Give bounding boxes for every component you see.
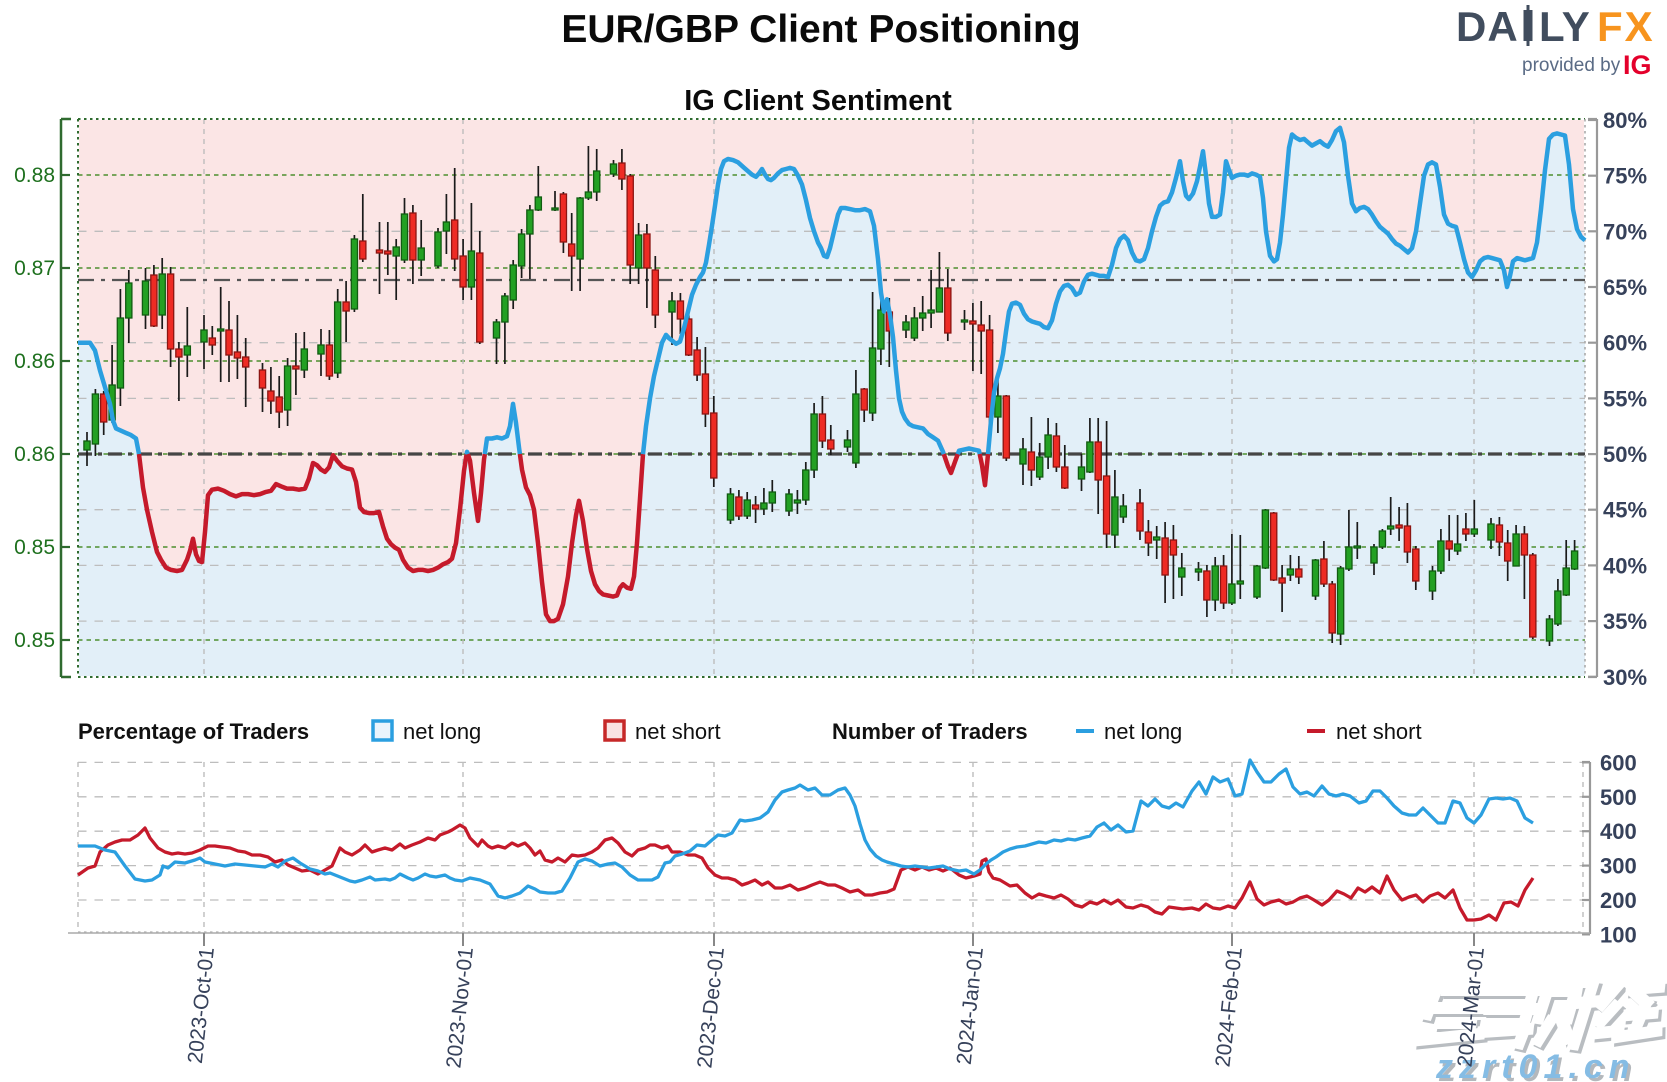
svg-text:zzrt01.cn: zzrt01.cn [1438,1051,1639,1082]
svg-text:0.87: 0.87 [14,257,55,280]
svg-text:65%: 65% [1603,275,1647,300]
svg-text:zzrt01.cn: zzrt01.cn [1435,1048,1636,1082]
svg-text:EUR/GBP Client Positioning: EUR/GBP Client Positioning [561,8,1080,51]
svg-text:35%: 35% [1603,609,1647,634]
svg-text:400: 400 [1600,819,1637,844]
svg-text:0.86: 0.86 [14,443,55,466]
svg-text:0.86: 0.86 [14,350,55,373]
svg-text:Number of Traders: Number of Traders [832,719,1028,744]
svg-text:FX: FX [1597,3,1655,50]
svg-text:0.88: 0.88 [14,164,55,187]
svg-text:2024-Feb-01: 2024-Feb-01 [1212,946,1247,1068]
svg-text:net short: net short [635,719,721,744]
svg-text:IG: IG [1623,50,1652,80]
svg-text:100: 100 [1600,922,1637,947]
svg-text:provided by: provided by [1522,55,1621,76]
svg-text:50%: 50% [1603,442,1647,467]
svg-text:45%: 45% [1603,498,1647,523]
svg-text:200: 200 [1600,888,1637,913]
svg-text:net long: net long [403,719,481,744]
svg-text:DA: DA [1456,3,1519,50]
svg-text:500: 500 [1600,785,1637,810]
svg-text:40%: 40% [1603,553,1647,578]
svg-text:70%: 70% [1603,219,1647,244]
svg-text:2024-Jan-01: 2024-Jan-01 [953,946,988,1066]
svg-text:Percentage of Traders: Percentage of Traders [78,719,309,744]
svg-text:IG Client Sentiment: IG Client Sentiment [684,85,952,117]
svg-text:55%: 55% [1603,386,1647,411]
svg-text:0.85: 0.85 [14,536,55,559]
svg-text:net short: net short [1336,719,1422,744]
svg-text:600: 600 [1600,750,1637,775]
svg-text:80%: 80% [1603,108,1647,133]
svg-text:2023-Oct-01: 2023-Oct-01 [184,946,219,1064]
svg-text:2023-Dec-01: 2023-Dec-01 [693,946,729,1069]
svg-text:0.85: 0.85 [14,629,55,652]
svg-text:30%: 30% [1603,665,1647,690]
svg-text:300: 300 [1600,854,1637,879]
svg-text:LY: LY [1539,3,1591,50]
svg-text:75%: 75% [1603,164,1647,189]
svg-text:net long: net long [1104,719,1182,744]
svg-text:2023-Nov-01: 2023-Nov-01 [442,946,478,1069]
svg-text:60%: 60% [1603,331,1647,356]
